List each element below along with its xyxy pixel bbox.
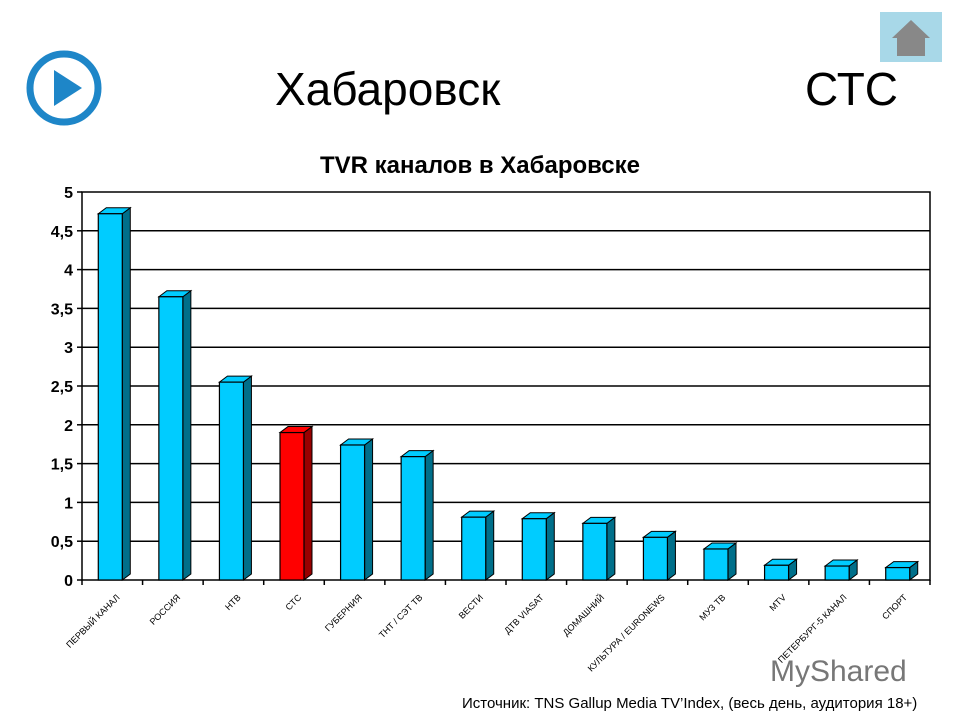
play-button[interactable] bbox=[24, 48, 104, 128]
x-tick-label: MTV bbox=[767, 592, 788, 613]
x-tick-label: ВЕСТИ bbox=[457, 592, 485, 620]
x-tick-label: СПОРТ bbox=[880, 592, 909, 621]
bar bbox=[521, 518, 547, 581]
y-tick-label: 3,5 bbox=[51, 301, 73, 318]
x-tick-label: ПЕТЕРБУРГ-5 КАНАЛ bbox=[776, 592, 849, 665]
bar bbox=[279, 431, 305, 581]
y-tick-label: 1,5 bbox=[51, 457, 73, 474]
bar bbox=[703, 548, 729, 581]
chart-title: TVR каналов в Хабаровске bbox=[319, 152, 640, 179]
y-tick-label: 5 bbox=[64, 185, 73, 202]
bar-side bbox=[666, 530, 676, 581]
bar bbox=[97, 213, 123, 581]
y-tick-label: 4,5 bbox=[51, 224, 73, 241]
source-note: Источник: TNS Gallup Media TV’Index, (ве… bbox=[462, 695, 918, 712]
watermark: MyShared bbox=[770, 655, 907, 688]
bar bbox=[763, 564, 790, 581]
x-tick-label: ДОМАШНИЙ bbox=[560, 592, 606, 638]
bar-side bbox=[545, 511, 555, 581]
bar-side bbox=[121, 206, 131, 581]
city-title: Хабаровск bbox=[275, 63, 501, 115]
x-tick-label: ДТВ VIASAT bbox=[502, 592, 546, 636]
x-tick-label: НТВ bbox=[223, 592, 243, 612]
bar-side bbox=[242, 375, 252, 581]
bar-side bbox=[485, 510, 495, 581]
bar bbox=[400, 456, 426, 581]
bar bbox=[885, 566, 911, 581]
bar-side bbox=[182, 289, 192, 581]
x-tick-label: ПЕРВЫЙ КАНАЛ bbox=[64, 592, 122, 650]
home-icon bbox=[892, 20, 930, 56]
x-tick-label: ГУБЕРНИЯ bbox=[323, 592, 364, 633]
channel-title: СТС bbox=[805, 63, 899, 115]
bar bbox=[582, 522, 608, 581]
bar-side bbox=[303, 425, 313, 581]
y-tick-label: 2,5 bbox=[51, 379, 73, 396]
bar-side bbox=[364, 437, 374, 581]
y-tick-label: 4 bbox=[64, 263, 73, 280]
bar bbox=[824, 565, 850, 581]
home-button[interactable] bbox=[880, 12, 942, 62]
bar bbox=[158, 296, 184, 581]
bar bbox=[461, 516, 487, 581]
y-tick-label: 0 bbox=[64, 573, 73, 590]
y-tick-label: 0,5 bbox=[51, 534, 73, 551]
y-tick-label: 3 bbox=[64, 340, 73, 357]
y-tick-label: 1 bbox=[64, 495, 73, 512]
bar-side bbox=[606, 516, 616, 581]
bar-side bbox=[424, 449, 434, 581]
x-tick-label: РОССИЯ bbox=[148, 592, 182, 626]
bar bbox=[642, 536, 669, 581]
x-tick-label: ТНТ / СЭТ ТВ bbox=[377, 592, 425, 640]
x-tick-label: СТС bbox=[283, 592, 303, 612]
bar bbox=[339, 444, 366, 581]
bar bbox=[218, 381, 245, 581]
y-tick-label: 2 bbox=[64, 418, 73, 435]
play-icon bbox=[26, 50, 102, 126]
x-tick-label: МУЗ ТВ bbox=[697, 592, 727, 622]
